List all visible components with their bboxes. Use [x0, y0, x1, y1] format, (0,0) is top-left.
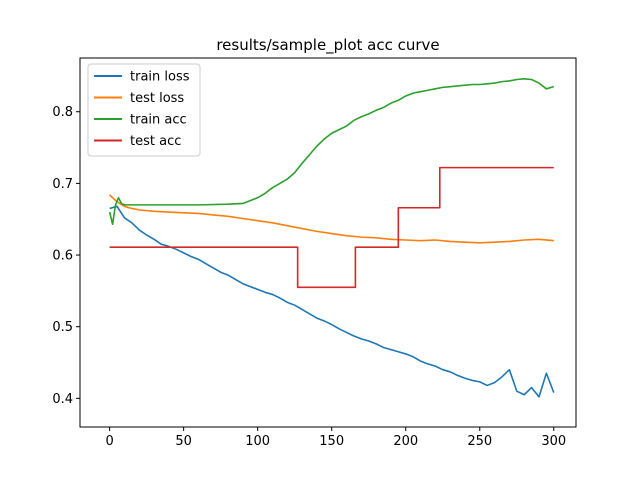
x-tick-label: 50: [175, 434, 192, 449]
legend-label: train acc: [130, 113, 187, 128]
x-tick-label: 100: [245, 434, 270, 449]
y-tick-label: 0.7: [52, 177, 73, 192]
y-tick-label: 0.4: [52, 392, 73, 407]
x-tick-label: 250: [467, 434, 492, 449]
axes-frame: [79, 57, 577, 428]
legend-label: test acc: [130, 134, 181, 149]
x-tick-label: 150: [319, 434, 344, 449]
y-tick-label: 0.5: [52, 320, 73, 335]
y-tick-label: 0.6: [52, 249, 73, 264]
y-tick-label: 0.8: [52, 105, 73, 120]
chart-title: results/sample_plot acc curve: [216, 36, 439, 55]
legend-box: [87, 63, 201, 157]
x-tick-label: 0: [105, 434, 113, 449]
series-line-test-acc: [109, 166, 554, 289]
legend-label: test loss: [130, 91, 184, 106]
x-tick-label: 300: [541, 434, 566, 449]
series-line-train-acc: [108, 77, 555, 226]
legend-label: train loss: [130, 70, 190, 85]
x-tick-label: 200: [393, 434, 418, 449]
series-line-train-loss: [109, 205, 555, 398]
series-line-test-loss: [109, 194, 554, 244]
legend: train loss test loss train acc test acc: [87, 63, 201, 157]
